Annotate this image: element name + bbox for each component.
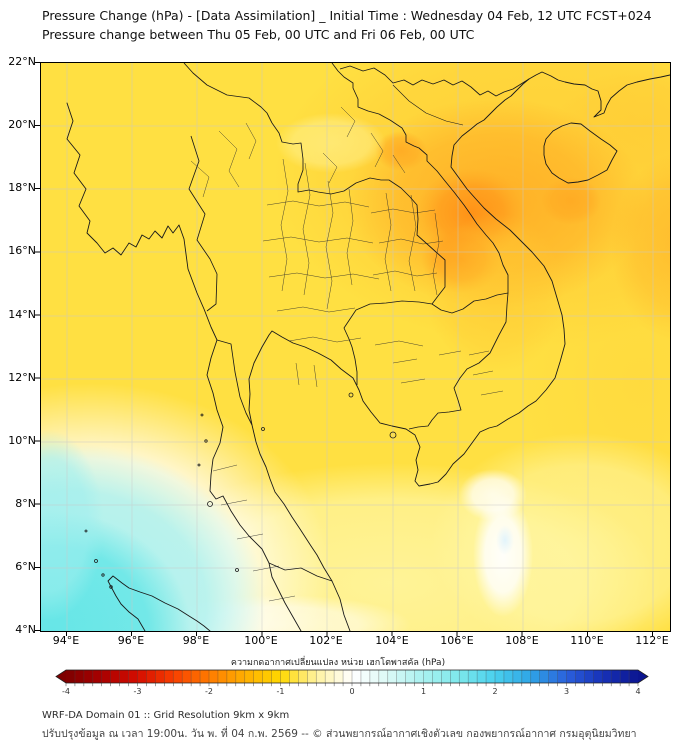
colorbar-tick: 1 [420, 687, 427, 696]
x-tick-label: 112°E [635, 634, 669, 647]
myanmar-thailand-border [188, 135, 218, 312]
y-tick-label: 10°N [8, 434, 36, 447]
coastlines [66, 71, 670, 631]
y-tick-label: 14°N [8, 308, 36, 321]
colorbar-label: ความกดอากาศเปลี่ยนแปลง หน่วย เฮกโตพาสคัล… [230, 658, 446, 668]
phu-quoc-island [389, 431, 397, 439]
cambodia-laos-border [431, 292, 509, 314]
y-tick-label: 22°N [8, 55, 36, 68]
country-borders [183, 63, 530, 582]
myanmar-china-laos-border [183, 63, 273, 124]
thailand-laos-border [271, 122, 446, 305]
vietnam-cambodia-border [408, 292, 509, 430]
colorbar-tick: -3 [133, 687, 142, 696]
sumatra-coast [107, 575, 211, 631]
province-borders [190, 106, 504, 602]
south-china-coast [528, 71, 670, 118]
x-tick-label: 96°E [117, 634, 145, 647]
map-plot-area [40, 62, 671, 632]
graticule-gridlines [41, 63, 670, 631]
y-tick-label: 16°N [8, 244, 36, 257]
x-tick-label: 104°E [375, 634, 409, 647]
laos-vietnam-border [331, 63, 509, 293]
x-tick-label: 108°E [505, 634, 539, 647]
colorbar-tick: 2 [492, 687, 498, 696]
x-tick-label: 106°E [440, 634, 474, 647]
x-tick-label: 110°E [570, 634, 604, 647]
y-tick-label: 4°N [15, 623, 36, 636]
colorbar-tick: 3 [563, 687, 570, 696]
y-tick-label: 20°N [8, 118, 36, 131]
colorbar-tick-labels: -4 -3 -2 -1 0 1 2 3 4 [0, 687, 676, 699]
phuket-island [207, 501, 213, 507]
thailand-malaysia-border [268, 562, 333, 582]
footer-model-info: WRF-DA Domain 01 :: Grid Resolution 9km … [42, 710, 290, 721]
chart-title-line2: Pressure change between Thu 05 Feb, 00 U… [42, 27, 475, 42]
myanmar-thailand-west-coast [66, 102, 302, 631]
colorbar-tick: -2 [205, 687, 213, 696]
x-tick-label: 100°E [244, 634, 278, 647]
x-axis-labels: 94°E 96°E 98°E 100°E 102°E 104°E 106°E 1… [40, 634, 669, 648]
x-tick-label: 98°E [182, 634, 210, 647]
small-islands [84, 392, 397, 589]
tenasserim-border [216, 339, 253, 426]
y-tick-label: 18°N [8, 181, 36, 194]
colorbar [55, 669, 649, 687]
y-tick-label: 8°N [15, 497, 36, 510]
red-river [392, 84, 464, 126]
colorbar-tick: 4 [635, 687, 641, 696]
y-tick-label: 6°N [15, 560, 36, 573]
footer-update-credit: ปรับปรุงข้อมูล ณ เวลา 19:00น. วัน พ. ที่… [42, 728, 637, 740]
thailand-cambodia-border [343, 300, 433, 385]
x-tick-label: 94°E [52, 634, 80, 647]
colorbar-tick: -4 [62, 687, 70, 696]
y-axis-labels: 22°N 20°N 18°N 16°N 14°N 12°N 10°N 8°N 6… [0, 56, 36, 642]
gulf-vietnam-coast [248, 78, 566, 631]
colorbar-tick: -1 [276, 687, 285, 696]
y-tick-label: 12°N [8, 371, 36, 384]
pressure-change-map [41, 63, 670, 631]
x-axis-tick-marks [40, 631, 670, 636]
chart-title-line1: Pressure Change (hPa) - [Data Assimilati… [42, 8, 652, 23]
y-axis-tick-marks [35, 62, 40, 632]
china-vietnam-border [339, 65, 530, 97]
x-tick-label: 102°E [309, 634, 343, 647]
hainan-island-coast [543, 122, 618, 184]
colorbar-tick: 0 [349, 687, 355, 696]
pressure-field-layer [41, 63, 670, 631]
